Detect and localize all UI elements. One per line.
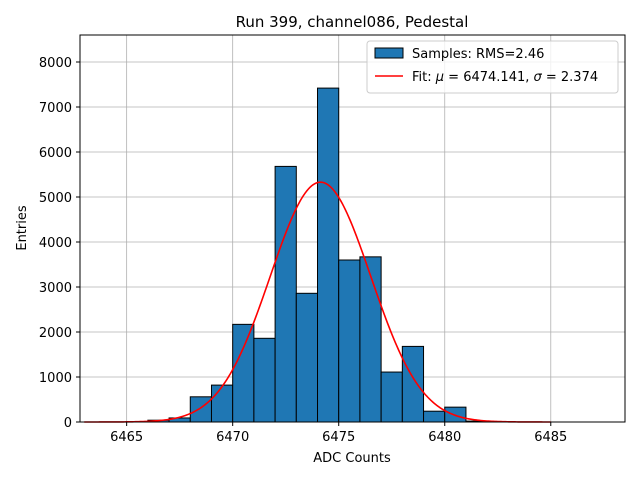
histogram-bar <box>189 396 212 423</box>
x-tick-label: 6485 <box>534 430 567 445</box>
y-tick-label: 3000 <box>39 281 72 296</box>
chart-title: Run 399, channel086, Pedestal <box>236 13 469 31</box>
y-axis-label: Entries <box>15 205 30 251</box>
histogram-bar <box>423 410 446 423</box>
histogram-bar <box>401 345 425 423</box>
histogram-bar <box>210 384 234 423</box>
y-tick-label: 8000 <box>39 56 72 71</box>
fit-curve <box>84 181 551 423</box>
x-tick-label: 6480 <box>428 430 461 445</box>
histogram-bar <box>253 337 276 423</box>
y-tick-label: 6000 <box>39 146 72 161</box>
y-tick-label: 0 <box>64 416 72 431</box>
histogram-bar <box>295 292 319 423</box>
y-tick-label: 5000 <box>39 191 72 206</box>
x-tick-label: 6470 <box>216 430 249 445</box>
y-axis-ticks: 0 1000 2000 3000 4000 5000 6000 7000 8000 <box>39 56 80 431</box>
y-tick-label: 1000 <box>39 371 72 386</box>
x-tick-label: 6475 <box>322 430 355 445</box>
histogram-bar <box>359 256 382 423</box>
legend: Samples: RMS=2.46 Fit: μ = 6474.141, σ =… <box>366 40 619 94</box>
histogram-bar <box>338 259 361 423</box>
y-tick-label: 7000 <box>39 101 72 116</box>
histogram-bar <box>274 165 297 423</box>
histogram-bars <box>147 87 488 423</box>
legend-label-fit: Fit: μ = 6474.141, σ = 2.374 <box>412 70 598 85</box>
legend-patch-samples <box>374 47 404 59</box>
x-axis-ticks: 6465 6470 6475 6480 6485 <box>110 422 567 445</box>
plot-frame <box>79 34 626 423</box>
x-tick-label: 6465 <box>110 430 143 445</box>
histogram-bar <box>317 87 340 423</box>
y-tick-label: 2000 <box>39 326 72 341</box>
y-tick-label: 4000 <box>39 236 72 251</box>
histogram-bar <box>232 323 255 423</box>
legend-box <box>366 40 619 94</box>
histogram-bar <box>380 371 403 423</box>
x-axis-label: ADC Counts <box>313 451 391 466</box>
legend-label-samples: Samples: RMS=2.46 <box>412 47 544 62</box>
